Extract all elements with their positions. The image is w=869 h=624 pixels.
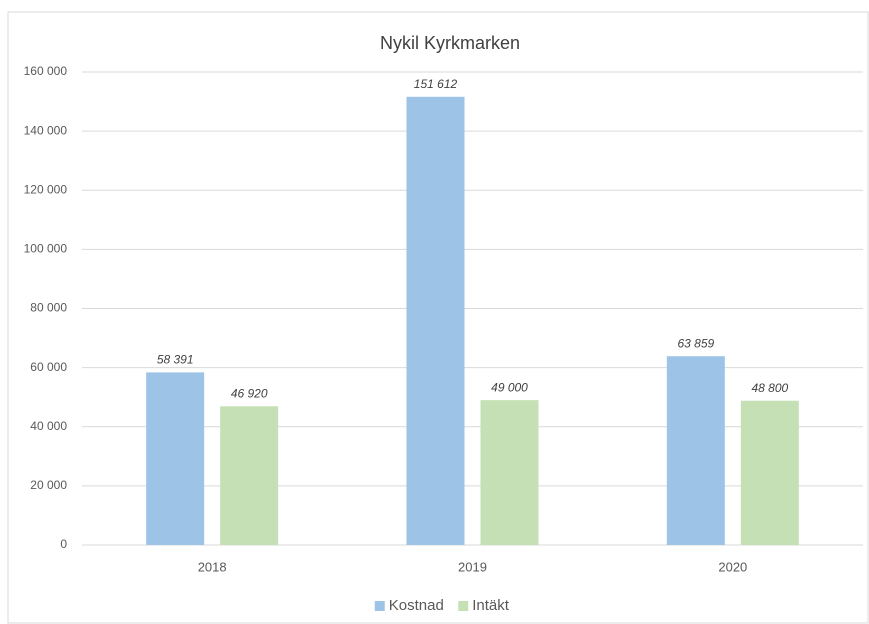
bar (666, 356, 725, 545)
chart-title: Nykil Kyrkmarken (380, 33, 520, 53)
y-tick-label: 120 000 (24, 182, 68, 196)
bar (480, 400, 539, 545)
legend-label: Kostnad (389, 597, 444, 614)
data-label: 49 000 (491, 380, 528, 394)
data-label: 151 612 (414, 77, 458, 91)
data-label: 46 920 (231, 386, 268, 400)
y-tick-label: 60 000 (30, 360, 67, 374)
y-tick-label: 40 000 (30, 419, 67, 433)
x-tick-label: 2020 (718, 559, 747, 574)
legend-swatch (458, 601, 469, 611)
y-tick-label: 100 000 (24, 242, 68, 256)
x-tick-label: 2019 (458, 559, 487, 574)
data-label: 58 391 (157, 353, 194, 367)
bar (220, 406, 279, 545)
y-tick-label: 160 000 (24, 64, 68, 78)
data-label: 63 859 (677, 336, 714, 350)
legend-label: Intäkt (472, 597, 510, 614)
y-tick-label: 140 000 (24, 123, 68, 137)
bar (740, 400, 799, 545)
y-tick-label: 80 000 (30, 301, 67, 315)
y-tick-label: 0 (60, 537, 67, 551)
y-tick-label: 20 000 (30, 478, 67, 492)
bar (146, 372, 205, 545)
x-tick-label: 2018 (198, 559, 227, 574)
legend-swatch (374, 601, 385, 611)
bar (406, 96, 465, 545)
data-label: 48 800 (751, 381, 788, 395)
